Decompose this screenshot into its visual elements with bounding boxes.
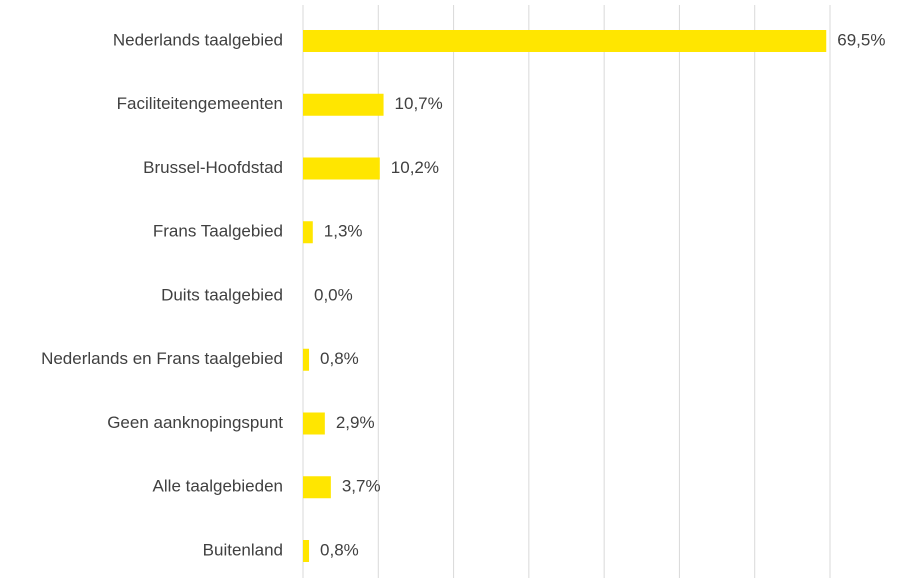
value-label: 10,2% [391, 158, 439, 177]
bar [303, 93, 384, 116]
value-label: 69,5% [837, 30, 885, 49]
value-label: 3,7% [342, 477, 381, 496]
bar [303, 412, 325, 435]
bar [303, 221, 313, 244]
value-label: 2,9% [336, 413, 375, 432]
category-label: Nederlands taalgebied [113, 30, 283, 49]
bar [303, 30, 827, 52]
bar [303, 540, 310, 562]
category-label: Buitenland [203, 540, 283, 559]
category-label: Geen aanknopingspunt [107, 413, 283, 432]
category-label: Frans Taalgebied [153, 222, 283, 241]
value-label: 0,0% [314, 285, 353, 304]
category-label: Duits taalgebied [161, 285, 283, 304]
value-label: 1,3% [324, 222, 363, 241]
bar [303, 476, 331, 499]
value-label: 10,7% [395, 94, 443, 113]
bar [303, 157, 380, 180]
category-label: Faciliteitengemeenten [117, 94, 283, 113]
category-label: Nederlands en Frans taalgebied [41, 349, 283, 368]
category-label: Brussel-Hoofdstad [143, 158, 283, 177]
value-label: 0,8% [320, 540, 359, 559]
value-label: 0,8% [320, 349, 359, 368]
category-label: Alle taalgebieden [153, 477, 283, 496]
bar [303, 348, 310, 371]
